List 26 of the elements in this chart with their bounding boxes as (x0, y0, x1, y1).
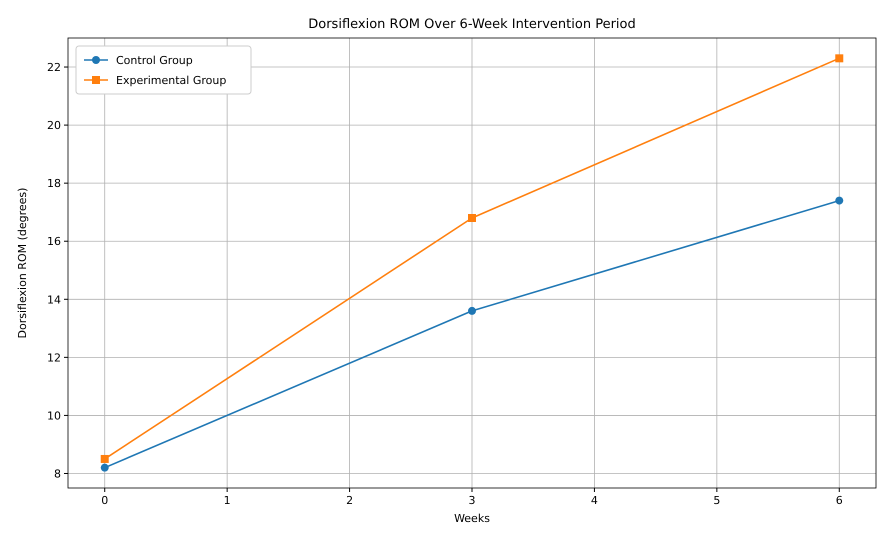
x-tick-label: 6 (836, 494, 843, 507)
y-tick-label: 22 (47, 61, 61, 74)
x-tick-label: 5 (713, 494, 720, 507)
y-tick-label: 14 (47, 293, 61, 306)
y-tick-label: 10 (47, 409, 61, 422)
y-tick-label: 18 (47, 177, 61, 190)
y-axis-title: Dorsiflexion ROM (degrees) (16, 188, 29, 338)
point (835, 196, 844, 205)
y-tick-label: 16 (47, 235, 61, 248)
chart-title: Dorsiflexion ROM Over 6-Week Intervention Period (308, 17, 636, 32)
x-tick-label: 2 (346, 494, 354, 507)
point (100, 454, 109, 463)
x-tick-label: 0 (101, 494, 108, 507)
y-tick-label: 12 (47, 351, 61, 364)
point (468, 214, 476, 222)
x-tick-label: 1 (224, 494, 231, 507)
x-tick-label: 3 (468, 494, 476, 507)
legend-label: Experimental Group (116, 74, 226, 87)
x-tick-label: 4 (590, 494, 598, 507)
point (468, 306, 476, 315)
x-axis-title: Weeks (454, 512, 490, 525)
legend-label: Control Group (116, 54, 193, 67)
y-tick-label: 8 (54, 467, 61, 480)
y-tick-label: 20 (47, 119, 61, 132)
point (100, 464, 109, 472)
point (835, 54, 844, 62)
